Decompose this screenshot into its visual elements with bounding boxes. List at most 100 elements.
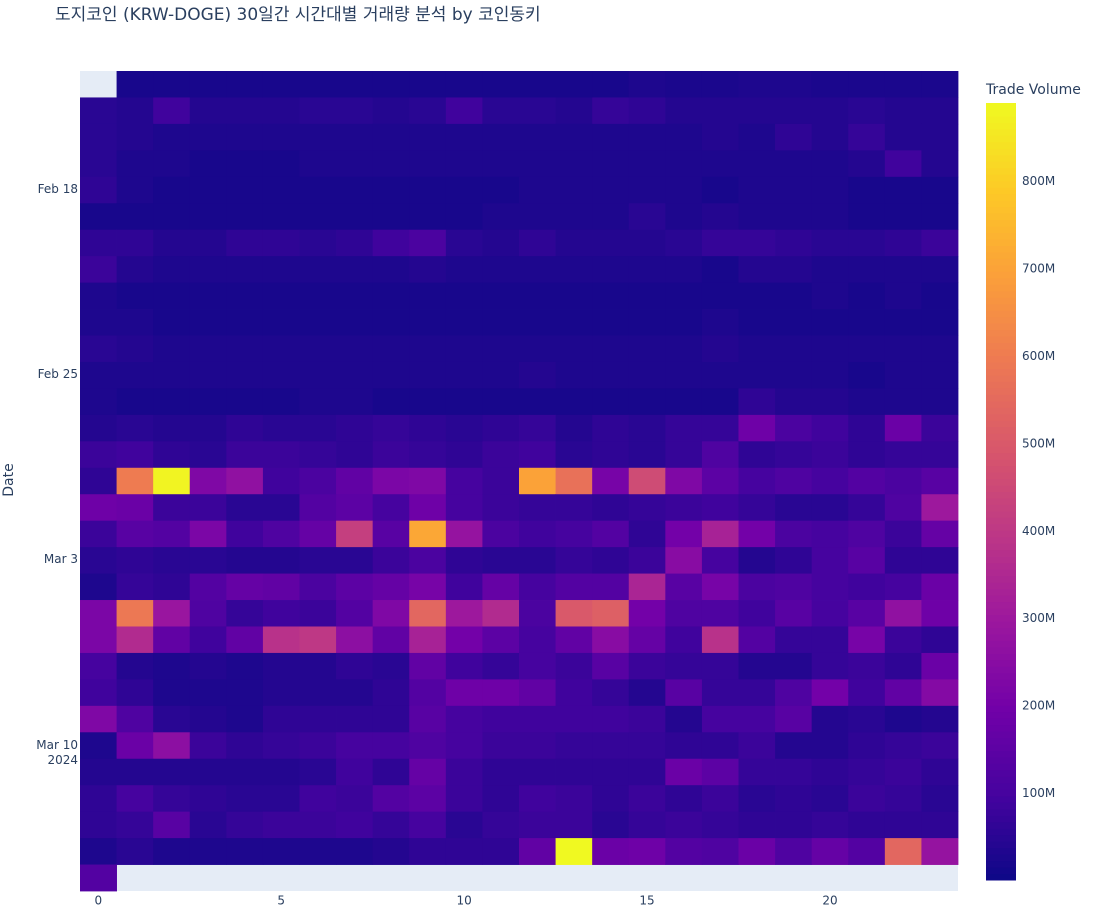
heatmap-cell [592,176,630,204]
heatmap-cell [80,758,117,786]
heatmap-cell [189,150,227,178]
heatmap-cell [299,388,337,416]
heatmap-cell [921,758,959,786]
heatmap-cell [848,732,886,760]
heatmap-cell [811,97,849,125]
heatmap-cell [226,335,264,363]
heatmap-cell [738,652,776,680]
colorbar-segment [986,122,1016,130]
heatmap-cell [336,441,374,469]
heatmap-cell [775,811,813,839]
heatmap-cell [775,71,813,98]
heatmap-cell [409,838,447,865]
heatmap-cell [555,229,593,257]
heatmap-cell [628,467,666,495]
heatmap-cell [519,282,556,310]
heatmap-cell [189,388,227,416]
colorbar-segment [986,776,1016,784]
heatmap-cell [884,679,922,707]
heatmap-cell [519,229,556,257]
heatmap-cell [372,414,410,442]
heatmap-cell [775,679,813,707]
heatmap-cell [116,705,154,733]
colorbar-segment [986,115,1016,123]
colorbar-segment [986,439,1016,447]
heatmap-cell [189,785,227,813]
heatmap-cell [519,573,556,601]
heatmap-cell [336,361,374,389]
heatmap-cell [592,309,630,336]
heatmap-cell [628,256,666,284]
heatmap-cell [628,388,666,416]
heatmap-cell [848,838,886,865]
heatmap-cell [153,520,191,548]
heatmap-cell [299,150,337,178]
heatmap-cell [811,785,849,813]
heatmap-cell [116,176,154,204]
heatmap-cell [80,256,117,284]
heatmap-cell [153,282,191,310]
heatmap-cell [262,97,300,125]
colorbar-segment [986,368,1016,376]
heatmap-cell [482,361,520,389]
heatmap-cell [262,256,300,284]
heatmap-cell [848,547,886,574]
heatmap-cell [80,203,117,231]
heatmap-cell [738,600,776,627]
heatmap-cell [482,785,520,813]
heatmap-cell [665,176,703,204]
heatmap-cell [555,679,593,707]
heatmap-cell [701,309,739,336]
colorbar-segment [986,737,1016,745]
heatmap-cell [665,309,703,336]
colorbar-tick-label: 100M [1022,786,1055,800]
heatmap-cell [555,547,593,574]
heatmap-cell [665,573,703,601]
heatmap-cell [884,414,922,442]
heatmap-cell [519,785,556,813]
heatmap-cell [811,150,849,178]
heatmap-cell [445,600,483,627]
heatmap-cell [592,520,630,548]
heatmap-cell [299,176,337,204]
heatmap-cell [336,705,374,733]
heatmap-cell [482,679,520,707]
heatmap-cell [445,150,483,178]
heatmap-cell [555,414,593,442]
heatmap-cell [811,335,849,363]
heatmap-cell [226,652,264,680]
heatmap-cell [738,361,776,389]
heatmap-cell [336,176,374,204]
heatmap-cell [921,573,959,601]
colorbar-segment [986,750,1016,758]
heatmap-cell [592,705,630,733]
heatmap-cell [921,467,959,495]
heatmap-cell [372,652,410,680]
heatmap-cell [262,467,300,495]
heatmap-cell [519,652,556,680]
heatmap-cell [519,203,556,231]
heatmap-cell [80,520,117,548]
heatmap-cell [555,811,593,839]
heatmap-cell [628,229,666,257]
heatmap-cell [884,758,922,786]
colorbar-segment [986,569,1016,577]
colorbar-segment [986,310,1016,318]
heatmap-cell [519,811,556,839]
heatmap-cell [482,494,520,522]
heatmap-cell [592,71,630,98]
heatmap-cell [372,679,410,707]
heatmap-cell [665,203,703,231]
heatmap-cell [592,388,630,416]
heatmap-cell [189,652,227,680]
heatmap-cell [262,732,300,760]
heatmap-cell [336,71,374,98]
heatmap-cell [189,229,227,257]
heatmap-cell [153,573,191,601]
colorbar-segment [986,277,1016,285]
heatmap-cell [153,361,191,389]
heatmap-cell [921,97,959,125]
heatmap-cell [409,229,447,257]
heatmap-cell [884,732,922,760]
